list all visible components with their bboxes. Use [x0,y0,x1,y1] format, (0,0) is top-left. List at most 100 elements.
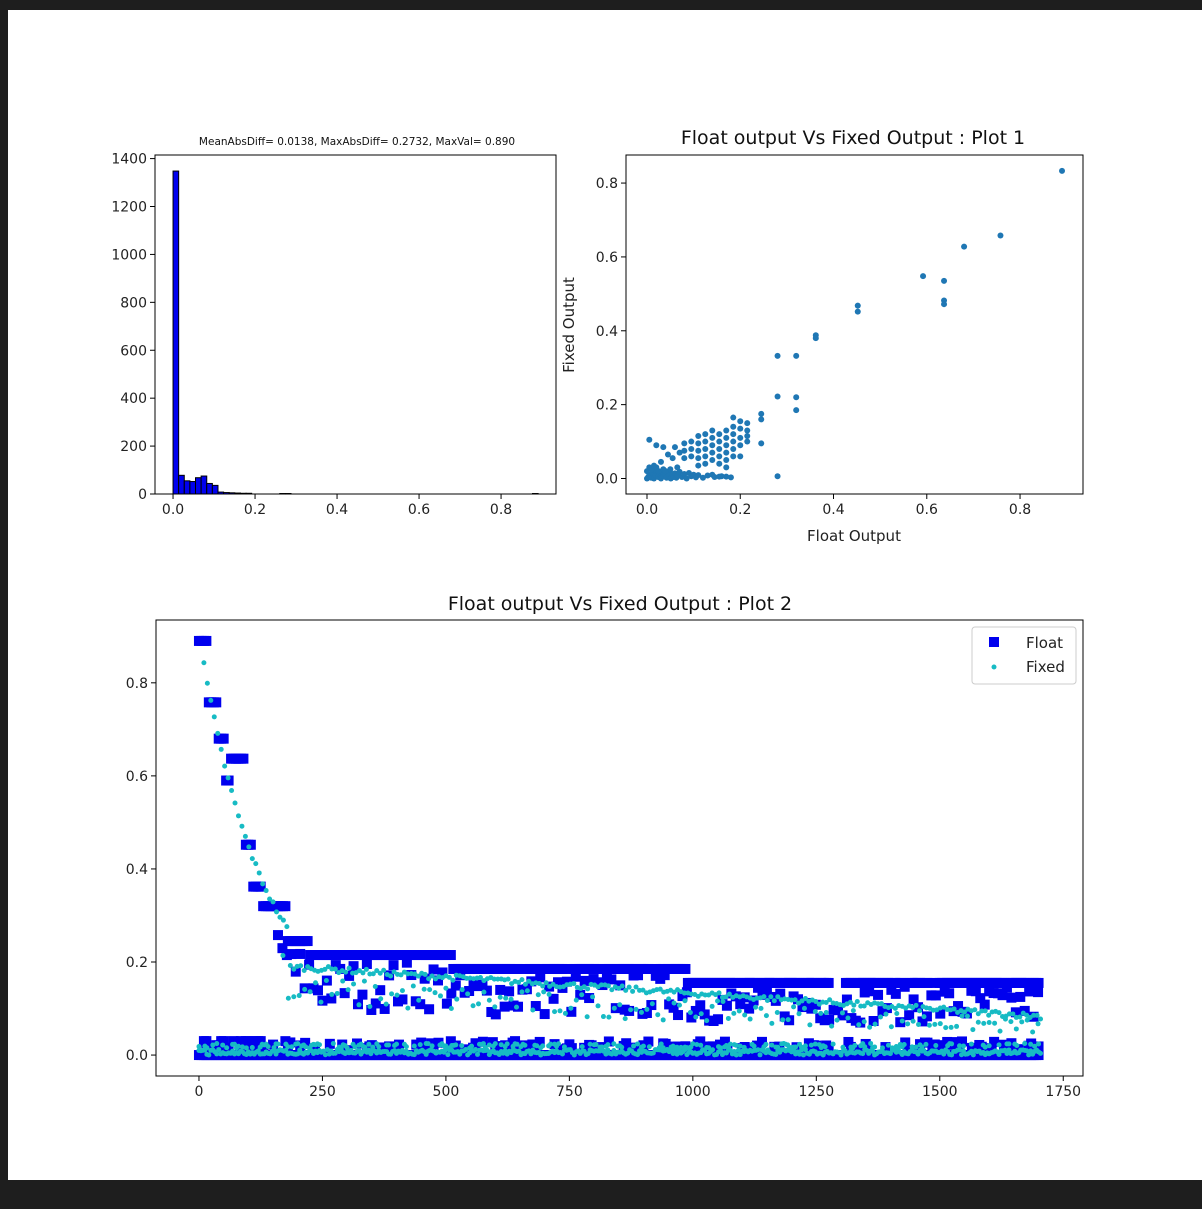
float-point [211,697,222,708]
float-point [1033,1041,1044,1052]
float-point [922,977,933,988]
fixed-point [894,1011,900,1017]
plot1-point [688,453,695,460]
fixed-point [611,1041,617,1047]
plot1-point [730,453,737,460]
fixed-point [595,1003,601,1009]
plot1-point [730,445,737,452]
float-point [966,1042,977,1053]
fixed-point [378,996,384,1002]
fixed-point [644,1006,650,1012]
fixed-point [1026,1052,1032,1058]
float-point [1019,1005,1030,1016]
float-point [566,1006,577,1017]
float-point [1015,991,1026,1002]
fixed-point [872,1044,878,1050]
fixed-point [477,975,483,981]
float-point [553,977,564,988]
float-point [1024,986,1035,997]
fixed-point [780,1017,786,1023]
fixed-point [957,1047,963,1053]
fixed-point [541,989,547,995]
fixed-point [459,987,465,993]
plot1-point [709,442,716,449]
float-point [880,1042,891,1053]
fixed-point [941,1051,947,1057]
float-point [824,1014,835,1025]
fixed-point [996,1051,1002,1057]
fixed-point [605,983,611,989]
float-point [218,1036,229,1047]
plot1-point [709,427,716,434]
fixed-point [394,1041,400,1047]
figure-svg: MeanAbsDiff= 0.0138, MaxAbsDiff= 0.2732,… [111,127,1084,1100]
fixed-point [600,1014,606,1020]
float-point [535,972,546,983]
float-point [997,990,1008,1001]
fixed-point [698,1042,704,1048]
fixed-point [702,992,708,998]
float-point [415,999,426,1010]
fixed-point [1035,1021,1041,1027]
float-point [793,994,804,1005]
fixed-point [878,1014,884,1020]
plot2-fixed-series [196,660,1044,1058]
fixed-point [872,1021,878,1027]
plot1-point [702,431,709,438]
float-point [302,936,313,947]
fixed-point [599,1044,605,1050]
fixed-point [232,1041,238,1047]
plot1-point [695,433,702,440]
float-point [975,993,986,1004]
fixed-point [210,1042,216,1048]
fixed-point [640,987,646,993]
fixed-point [771,998,777,1004]
fixed-point [302,986,308,992]
float-point [713,1014,724,1025]
fixed-point [1034,1012,1040,1018]
float-point [823,977,834,988]
fixed-point [208,697,214,703]
fixed-point [301,968,307,974]
fixed-point [263,888,269,894]
fixed-point [972,1007,978,1013]
plot1-point [744,433,751,440]
float-point [735,999,746,1010]
plot1-point [655,468,662,475]
float-point [277,943,288,954]
fixed-point [616,985,622,991]
fixed-point [1024,1017,1030,1023]
fixed-point [334,990,340,996]
float-point [690,1044,701,1055]
float-point [245,839,256,850]
float-point [487,1037,498,1048]
fixed-point [949,1041,955,1047]
float-point [668,1002,679,1013]
fixed-point [367,1003,373,1009]
fixed-point [1022,1040,1028,1046]
fixed-point [573,997,579,1003]
fixed-point [1030,1029,1036,1035]
fixed-point [403,1044,409,1050]
plot1-point [812,335,819,342]
fixed-point [948,1024,954,1030]
fixed-point [868,1040,874,1046]
plot2-legend: Float Fixed [971,626,1077,685]
plot1-ticks: 0.0 0.2 0.4 0.6 0.8 0.0 0.2 0.4 0.6 0.8 [596,176,1031,518]
float-point [393,1039,404,1050]
fixed-point [514,1004,520,1010]
legend-fixed-marker [991,664,997,670]
fixed-point [899,1018,905,1024]
fixed-point [960,1043,966,1049]
fixed-point [453,1042,459,1048]
plot2-frame [155,619,1084,1077]
fixed-point [540,983,546,989]
fixed-point [405,1005,411,1011]
fixed-point [459,1043,465,1049]
plot1-point [730,423,737,430]
plot1-point [709,457,716,464]
fixed-point [970,1027,976,1033]
fixed-point [1010,1011,1016,1017]
plot1-point [695,455,702,462]
fixed-point [635,1041,641,1047]
